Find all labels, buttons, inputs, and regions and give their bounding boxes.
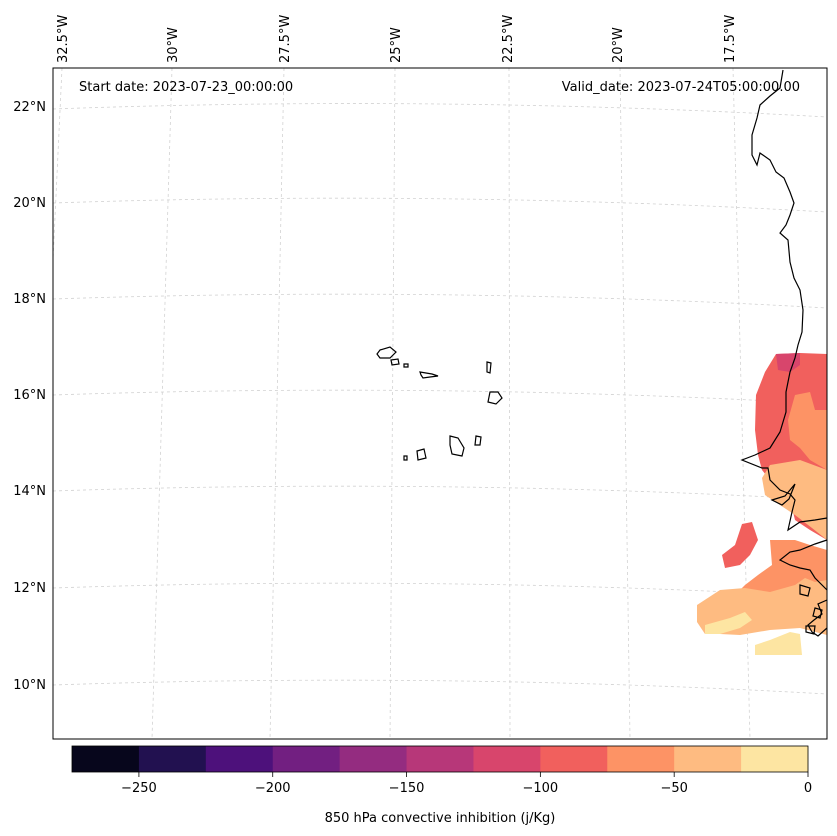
cin-contour-south-yellow xyxy=(705,612,752,634)
colorbar-swatch xyxy=(674,746,742,772)
colorbar-swatch xyxy=(339,746,408,772)
cin-contour-south-yellow-2 xyxy=(755,632,802,655)
start-date-label: Start date: 2023-07-23_00:00:00 xyxy=(79,80,293,95)
lon-label: 22.5°W xyxy=(501,15,516,63)
colorbar-swatch xyxy=(138,746,207,772)
guinea-coast xyxy=(807,599,828,637)
colorbar xyxy=(72,746,809,772)
lon-label: 30°W xyxy=(166,27,181,63)
lat-label: 22°N xyxy=(13,100,46,115)
island-boa-vista xyxy=(487,391,503,405)
map-panel xyxy=(53,68,827,739)
colorbar-swatch xyxy=(473,746,541,772)
colorbar-swatch xyxy=(72,746,140,772)
colorbar-swatch xyxy=(205,746,274,772)
lon-label: 20°W xyxy=(611,27,626,63)
lat-label: 18°N xyxy=(13,292,46,307)
colorbar-label: 850 hPa convective inhibition (j/Kg) xyxy=(325,811,556,826)
colorbar-swatch xyxy=(272,746,341,772)
lon-label: 17.5°W xyxy=(723,15,738,63)
longitude-labels: 32.5°W 30°W 27.5°W 25°W 22.5°W 20°W 17.5… xyxy=(56,15,738,63)
colorbar-tick-label: −50 xyxy=(660,781,687,796)
colorbar-swatch xyxy=(741,746,809,772)
colorbar-tick-label: 0 xyxy=(804,781,812,796)
island-santiago xyxy=(449,435,465,457)
island-sao-nicolau xyxy=(419,371,439,379)
colorbar-swatch xyxy=(406,746,474,772)
colorbar-tick-label: −100 xyxy=(523,781,559,796)
coastlines xyxy=(740,69,828,637)
island-maio xyxy=(474,435,482,446)
latitude-labels: 22°N 20°N 18°N 16°N 14°N 12°N 10°N xyxy=(13,100,46,693)
lon-label: 27.5°W xyxy=(278,15,293,63)
map-frame xyxy=(52,67,828,740)
colorbar-tick-label: −150 xyxy=(389,781,425,796)
cin-contour-le-minus-125 xyxy=(776,353,800,372)
island-brava xyxy=(403,455,408,461)
lat-label: 10°N xyxy=(13,678,46,693)
valid-date-label: Valid_date: 2023-07-24T05:00:00.00 xyxy=(562,80,800,95)
colorbar-swatch xyxy=(540,746,608,772)
cape-verde-islands xyxy=(376,346,503,461)
colorbar-tick-label: −250 xyxy=(121,781,157,796)
island-santo-antao xyxy=(376,346,397,359)
colorbar-ticks: −250 −200 −150 −100 −50 0 xyxy=(121,772,812,796)
colorbar-frame xyxy=(71,745,809,773)
guinea-bissau-coast xyxy=(778,539,828,591)
colorbar-tick-label: −200 xyxy=(255,781,291,796)
lat-label: 20°N xyxy=(13,196,46,211)
island-fogo xyxy=(416,448,427,461)
cin-contour-le-minus-50 xyxy=(788,392,827,470)
lat-label: 12°N xyxy=(13,581,46,596)
cin-field xyxy=(697,353,827,655)
island-santa-luzia xyxy=(403,363,409,368)
island-sao-vicente xyxy=(390,358,400,366)
lon-label: 32.5°W xyxy=(56,15,71,63)
island-sal xyxy=(486,361,492,374)
lat-label: 16°N xyxy=(13,388,46,403)
gambia-river xyxy=(770,483,796,506)
lat-label: 14°N xyxy=(13,484,46,499)
africa-coastline xyxy=(740,69,828,532)
lon-label: 25°W xyxy=(389,27,404,63)
cin-contour-south-red xyxy=(722,522,758,568)
colorbar-swatch xyxy=(607,746,675,772)
